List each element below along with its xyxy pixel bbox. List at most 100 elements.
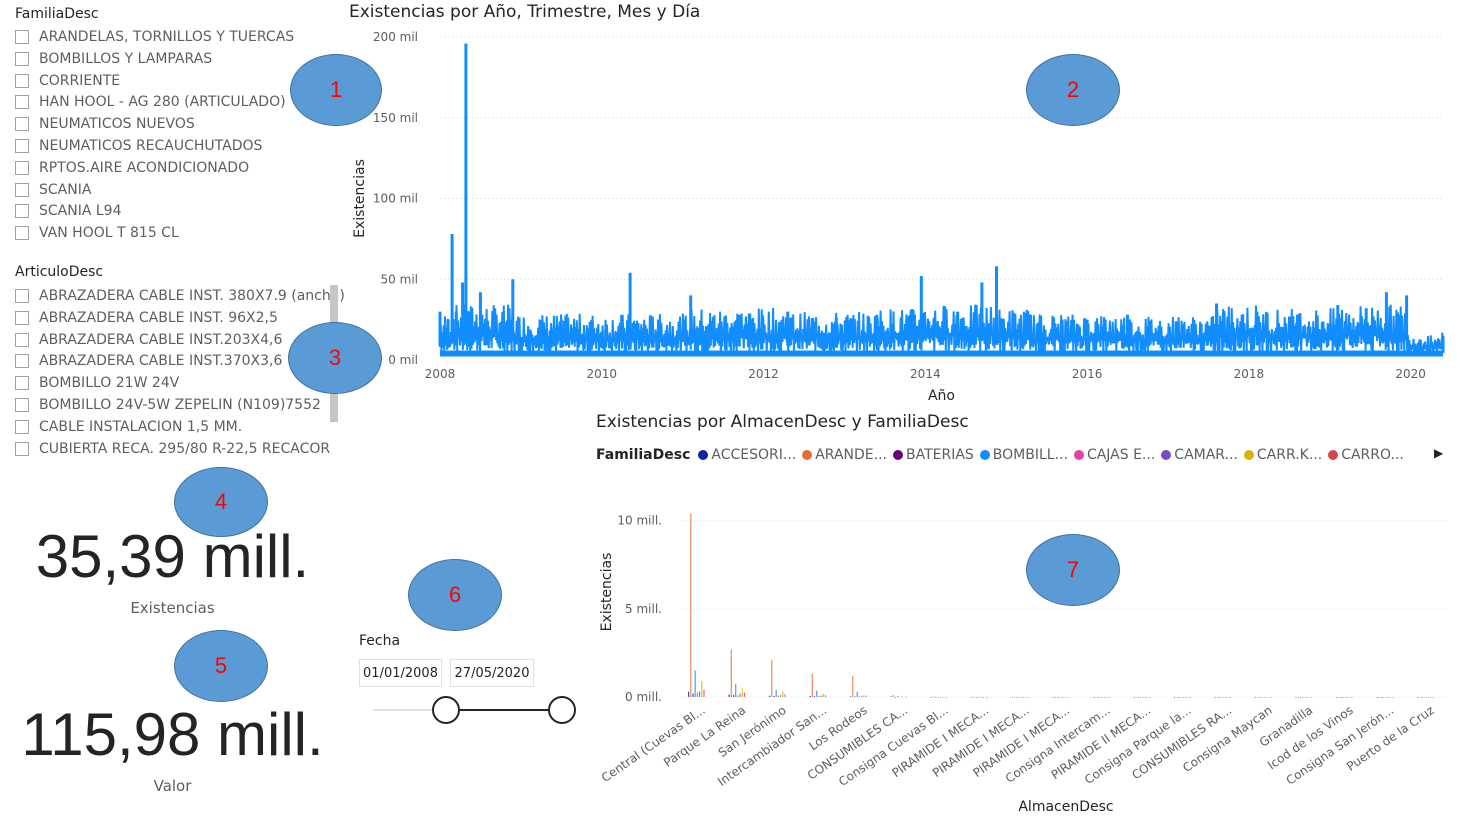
- bar[interactable]: [852, 675, 854, 697]
- bar[interactable]: [811, 674, 813, 697]
- bar[interactable]: [730, 649, 732, 697]
- bar[interactable]: [775, 689, 777, 697]
- legend-item[interactable]: CAJAS E...: [1073, 447, 1155, 463]
- familia-slicer-item[interactable]: CORRIENTE: [15, 71, 120, 91]
- bar[interactable]: [701, 681, 703, 697]
- articulo-slicer-item[interactable]: ABRAZADERA CABLE INST. 96X2,5: [15, 308, 278, 328]
- bar[interactable]: [1432, 697, 1434, 698]
- familia-slicer-item[interactable]: SCANIA L94: [15, 201, 121, 221]
- bar[interactable]: [1223, 697, 1225, 698]
- bar-chart[interactable]: 0 mill. 5 mill. 10 mill. Existencias Almacen…: [590, 495, 1458, 821]
- bar[interactable]: [741, 688, 743, 697]
- bar[interactable]: [739, 693, 741, 698]
- bar[interactable]: [1065, 697, 1067, 698]
- checkbox[interactable]: [15, 419, 29, 434]
- bar[interactable]: [1099, 697, 1101, 698]
- familia-slicer-item[interactable]: NEUMATICOS RECAUCHUTADOS: [15, 136, 262, 156]
- bar[interactable]: [937, 696, 939, 698]
- checkbox[interactable]: [15, 289, 29, 303]
- bar[interactable]: [1336, 697, 1338, 698]
- bar[interactable]: [735, 683, 737, 697]
- bar[interactable]: [1018, 696, 1020, 698]
- bar[interactable]: [699, 691, 701, 697]
- bar[interactable]: [1140, 697, 1142, 698]
- legend-item[interactable]: CARRO...: [1328, 447, 1404, 463]
- legend-item[interactable]: BOMBILL...: [979, 447, 1068, 463]
- bar[interactable]: [971, 697, 973, 698]
- checkbox[interactable]: [15, 160, 29, 175]
- familia-slicer-item[interactable]: NEUMATICOS NUEVOS: [15, 114, 195, 134]
- checkbox[interactable]: [15, 332, 29, 347]
- bar[interactable]: [1012, 697, 1014, 698]
- checkbox[interactable]: [15, 117, 29, 132]
- bar[interactable]: [1146, 697, 1148, 698]
- bar[interactable]: [1295, 697, 1297, 698]
- bar[interactable]: [824, 695, 827, 697]
- bar[interactable]: [903, 696, 905, 698]
- bar[interactable]: [1187, 697, 1189, 698]
- bar[interactable]: [1067, 697, 1070, 698]
- bar[interactable]: [1133, 697, 1135, 698]
- bar[interactable]: [986, 697, 989, 698]
- bar[interactable]: [1061, 697, 1063, 698]
- checkbox[interactable]: [15, 73, 29, 88]
- bar[interactable]: [1268, 697, 1270, 698]
- bar[interactable]: [935, 697, 937, 698]
- bar[interactable]: [890, 696, 892, 698]
- bar[interactable]: [1101, 697, 1103, 698]
- checkbox[interactable]: [15, 441, 29, 456]
- bar[interactable]: [1218, 697, 1221, 698]
- bar[interactable]: [1270, 697, 1272, 698]
- bar[interactable]: [1263, 697, 1265, 698]
- bar[interactable]: [1020, 697, 1022, 698]
- bar[interactable]: [771, 660, 773, 697]
- bar[interactable]: [694, 670, 696, 698]
- bar[interactable]: [863, 695, 865, 697]
- bar[interactable]: [1025, 697, 1027, 698]
- checkbox[interactable]: [15, 182, 29, 197]
- bar[interactable]: [813, 696, 816, 697]
- legend-item[interactable]: ARANDE...: [802, 447, 887, 463]
- bar[interactable]: [1430, 697, 1432, 698]
- bar[interactable]: [942, 697, 944, 698]
- checkbox[interactable]: [15, 354, 29, 369]
- legend-item[interactable]: ACCESORI...: [698, 447, 796, 463]
- bar[interactable]: [850, 696, 852, 697]
- line-chart[interactable]: 0 mil 50 mil 100 mil 150 mil 200 mil 2008 2010…: [345, 28, 1455, 408]
- bar[interactable]: [1227, 697, 1229, 698]
- bar[interactable]: [1297, 697, 1299, 698]
- bar[interactable]: [1338, 697, 1340, 698]
- bar[interactable]: [905, 696, 908, 698]
- bar[interactable]: [1229, 697, 1232, 698]
- bar[interactable]: [1016, 697, 1018, 698]
- bar[interactable]: [901, 696, 903, 698]
- legend-item[interactable]: CARR.K...: [1243, 447, 1322, 463]
- familia-slicer-item[interactable]: RPTOS.AIRE ACONDICIONADO: [15, 158, 249, 178]
- bar[interactable]: [777, 695, 779, 697]
- bar[interactable]: [1027, 697, 1029, 698]
- bar[interactable]: [1387, 697, 1389, 698]
- bar[interactable]: [1342, 697, 1344, 698]
- bar[interactable]: [1063, 697, 1065, 698]
- bar[interactable]: [1351, 697, 1353, 698]
- familia-slicer-item[interactable]: HAN HOOL - AG 280 (ARTICULADO): [15, 92, 286, 112]
- bar[interactable]: [1059, 696, 1061, 698]
- bar[interactable]: [946, 697, 948, 698]
- bar[interactable]: [1056, 697, 1059, 698]
- bar[interactable]: [892, 695, 894, 697]
- bar[interactable]: [732, 694, 735, 697]
- bar[interactable]: [1347, 697, 1349, 698]
- bar[interactable]: [856, 691, 858, 697]
- bar[interactable]: [978, 696, 980, 698]
- bar[interactable]: [818, 696, 820, 697]
- bar[interactable]: [1349, 697, 1351, 698]
- bar[interactable]: [1185, 697, 1187, 698]
- bar[interactable]: [1421, 697, 1423, 698]
- bar[interactable]: [784, 694, 786, 697]
- bar[interactable]: [1014, 696, 1016, 698]
- bar[interactable]: [743, 692, 746, 697]
- bar[interactable]: [1095, 697, 1097, 698]
- bar[interactable]: [894, 697, 897, 698]
- bar[interactable]: [1344, 697, 1346, 698]
- fecha-start-input[interactable]: 01/01/2008: [359, 659, 442, 687]
